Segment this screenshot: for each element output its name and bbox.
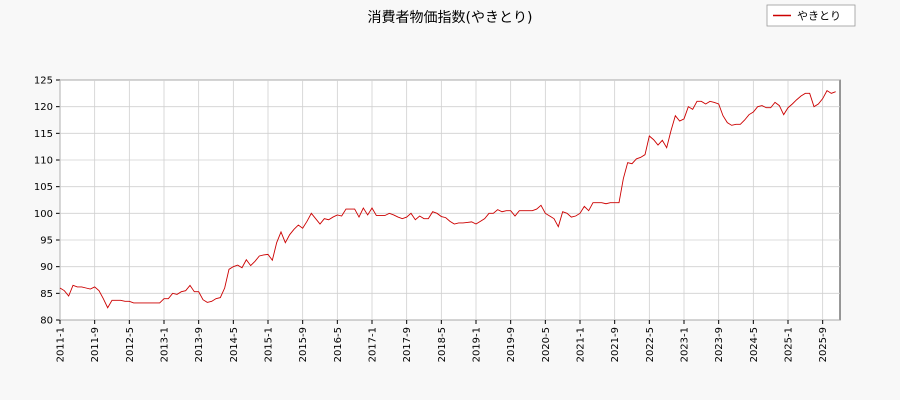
- x-tick-label: 2015-1: [264, 327, 275, 362]
- x-tick-label: 2019-9: [506, 327, 517, 362]
- x-tick-label: 2023-9: [714, 327, 725, 362]
- y-tick-label: 80: [40, 316, 53, 327]
- y-tick-label: 85: [40, 289, 53, 300]
- x-tick-label: 2020-5: [541, 327, 552, 362]
- x-tick-label: 2025-9: [818, 327, 829, 362]
- y-tick-label: 105: [34, 182, 53, 193]
- y-tick-label: 125: [34, 76, 53, 87]
- x-tick-label: 2019-1: [472, 327, 483, 362]
- plot-area: [59, 79, 841, 321]
- x-tick-label: 2025-1: [784, 327, 795, 362]
- x-tick-label: 2022-5: [645, 327, 656, 362]
- x-tick-label: 2013-1: [160, 327, 171, 362]
- legend-label: やきとり: [797, 10, 841, 23]
- x-tick-label: 2017-9: [402, 327, 413, 362]
- x-tick-label: 2018-5: [437, 327, 448, 362]
- y-tick-label: 100: [34, 209, 53, 220]
- y-tick-label: 90: [40, 262, 53, 273]
- legend-box: [766, 4, 856, 27]
- line-series: [59, 90, 836, 309]
- x-tick-label: 2021-1: [576, 327, 587, 362]
- x-tick-label: 2017-1: [368, 327, 379, 362]
- y-tick-label: 115: [34, 129, 53, 140]
- y-tick-label: 95: [40, 236, 53, 247]
- x-tick-label: 2015-9: [298, 327, 309, 362]
- y-tick-label: 120: [34, 102, 53, 113]
- y-tick-label: 110: [34, 156, 53, 167]
- x-tick-label: 2016-5: [333, 327, 344, 362]
- x-tick-label: 2013-9: [194, 327, 205, 362]
- x-tick-label: 2011-9: [90, 327, 101, 362]
- x-tick-label: 2014-5: [229, 327, 240, 362]
- chart-title: 消費者物価指数(やきとり): [368, 10, 533, 26]
- x-tick-label: 2012-5: [125, 327, 136, 362]
- x-tick-label: 2024-5: [749, 327, 760, 362]
- x-tick-label: 2021-9: [610, 327, 621, 362]
- x-tick-label: 2023-1: [680, 327, 691, 362]
- x-tick-label: 2011-1: [56, 327, 67, 362]
